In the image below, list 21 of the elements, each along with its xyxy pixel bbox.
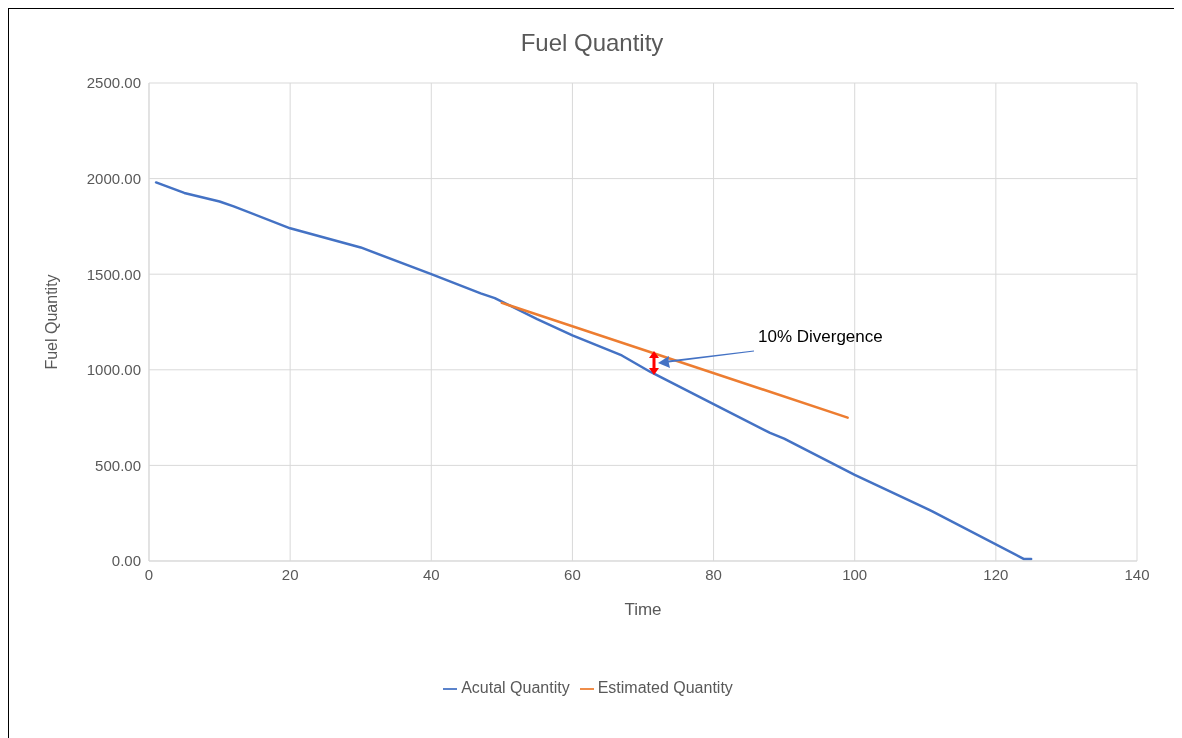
line-series (154, 181, 1033, 561)
annotation: 10% Divergence (758, 327, 883, 347)
chart-title: Fuel Quantity (519, 29, 665, 57)
legend-label: Acutal Quantity (461, 679, 570, 696)
x-tick-label: 0 (144, 565, 154, 583)
y-tick-label: 2500.00 (86, 74, 141, 92)
y-tick-label: 1500.00 (86, 265, 141, 283)
x-tick-label: 140 (1124, 565, 1150, 583)
y-tick-label: 500.00 (95, 456, 141, 474)
x-tick-label: 120 (983, 565, 1009, 583)
x-tick-label: 20 (281, 565, 299, 583)
y-tick-label: 0.00 (111, 552, 141, 570)
y-tick-label: 2000.00 (86, 169, 141, 187)
legend-label: Estimated Quantity (597, 679, 733, 696)
x-tick-label: 40 (422, 565, 440, 583)
x-tick-label: 80 (705, 565, 722, 583)
y-tick-label: 1000.00 (86, 361, 141, 379)
x-tick-label: 60 (564, 565, 581, 583)
x-tick-label: 100 (842, 565, 868, 583)
x-axis-title: Time (624, 600, 662, 619)
y-axis-title: Fuel Quantity (42, 274, 60, 370)
